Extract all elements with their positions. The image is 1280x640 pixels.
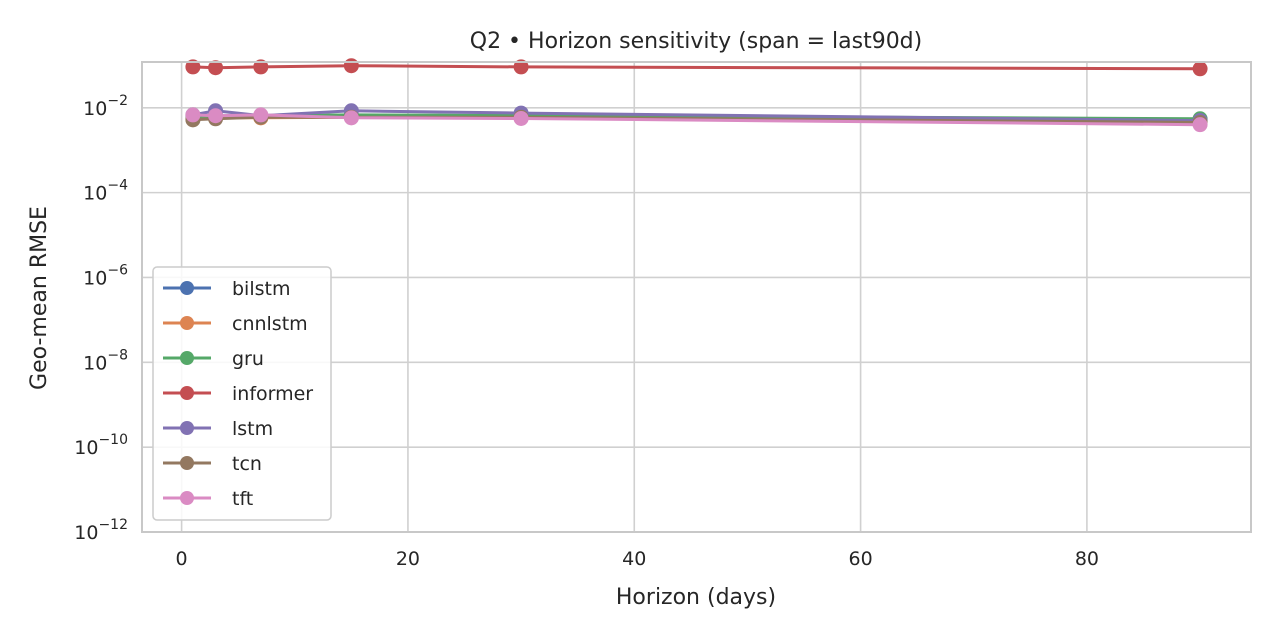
legend-marker xyxy=(180,351,194,365)
y-tick-label: 10−2 xyxy=(83,93,128,120)
data-point-tft xyxy=(1192,117,1208,133)
series-tft xyxy=(185,107,1208,133)
y-tick-base: 10 xyxy=(83,98,107,120)
legend-item-tcn: tcn xyxy=(163,453,262,475)
data-point-informer xyxy=(343,58,359,74)
y-tick-exponent: −10 xyxy=(98,432,128,448)
legend-box xyxy=(152,266,332,521)
legend: bilstm cnnlstm gru informer lstm tcn tft xyxy=(152,266,332,521)
y-tick-base: 10 xyxy=(74,522,98,544)
y-tick-label: 10−8 xyxy=(83,347,128,374)
series-informer xyxy=(185,58,1208,77)
legend-label: tft xyxy=(232,488,253,510)
x-tick-label: 40 xyxy=(622,548,646,570)
x-tick-label: 80 xyxy=(1075,548,1099,570)
y-tick-label: 10−6 xyxy=(83,262,128,289)
x-tick-label: 0 xyxy=(176,548,188,570)
legend-marker xyxy=(180,386,194,400)
y-tick-exponent: −4 xyxy=(107,178,128,194)
data-point-tft xyxy=(185,107,201,123)
series-layer xyxy=(185,58,1208,133)
legend-item-lstm: lstm xyxy=(163,418,273,440)
data-point-informer xyxy=(253,59,269,75)
y-axis-title: Geo-mean RMSE xyxy=(27,206,52,390)
y-tick-base: 10 xyxy=(83,352,107,374)
legend-label: bilstm xyxy=(232,278,290,300)
y-tick-exponent: −2 xyxy=(107,93,128,109)
data-point-informer xyxy=(185,59,201,75)
chart-title: Q2 • Horizon sensitivity (span = last90d… xyxy=(470,29,922,54)
legend-label: cnnlstm xyxy=(232,313,308,335)
legend-marker xyxy=(180,491,194,505)
data-point-tft xyxy=(253,107,269,123)
y-tick-exponent: −6 xyxy=(107,262,128,278)
legend-marker xyxy=(180,316,194,330)
legend-marker xyxy=(180,281,194,295)
y-tick-base: 10 xyxy=(74,437,98,459)
y-tick-exponent: −12 xyxy=(98,517,128,533)
y-tick-label: 10−4 xyxy=(83,178,128,205)
legend-item-tft: tft xyxy=(163,488,253,510)
y-tick-label: 10−10 xyxy=(74,432,128,459)
y-tick-label: 10−12 xyxy=(74,517,128,544)
x-axis-title: Horizon (days) xyxy=(616,585,776,610)
x-axis-ticks: 0 20 40 60 80 xyxy=(176,548,1099,570)
legend-marker xyxy=(180,456,194,470)
data-point-tft xyxy=(343,110,359,126)
legend-item-gru: gru xyxy=(163,348,264,370)
y-tick-base: 10 xyxy=(83,267,107,289)
legend-label: tcn xyxy=(232,453,262,475)
legend-item-cnnlstm: cnnlstm xyxy=(163,313,308,335)
x-tick-label: 60 xyxy=(848,548,872,570)
data-point-informer xyxy=(1192,61,1208,77)
legend-label: gru xyxy=(232,348,264,370)
x-tick-label: 20 xyxy=(396,548,420,570)
y-tick-base: 10 xyxy=(83,183,107,205)
plot-frame xyxy=(141,61,1252,533)
data-point-tft xyxy=(208,108,224,124)
data-point-informer xyxy=(208,60,224,76)
legend-label: informer xyxy=(232,383,313,405)
data-point-tft xyxy=(513,110,529,126)
legend-label: lstm xyxy=(232,418,273,440)
legend-item-bilstm: bilstm xyxy=(163,278,290,300)
y-tick-exponent: −8 xyxy=(107,347,128,363)
data-point-informer xyxy=(513,59,529,75)
legend-marker xyxy=(180,421,194,435)
legend-item-informer: informer xyxy=(163,383,313,405)
